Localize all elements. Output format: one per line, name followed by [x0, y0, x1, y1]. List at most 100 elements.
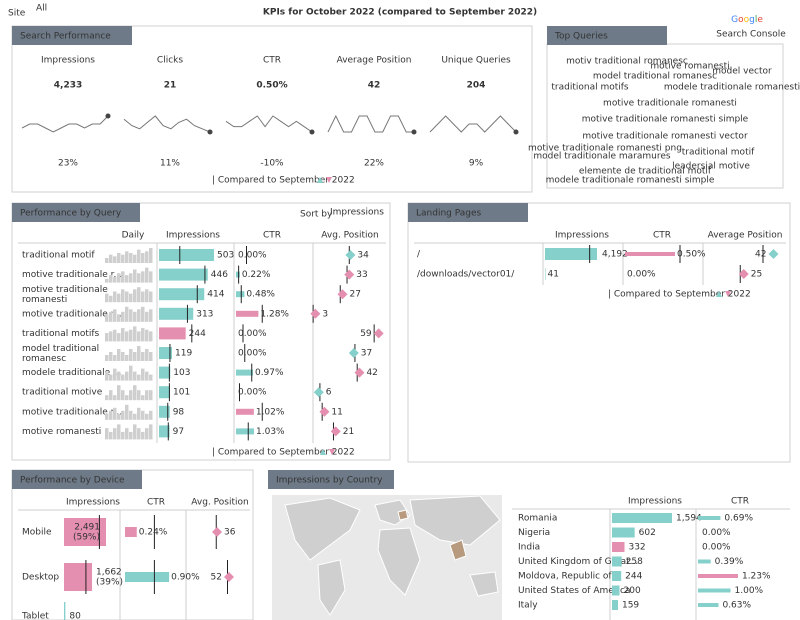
ctr-label: 0.00%	[702, 528, 731, 538]
query-word: traditional motifs	[551, 83, 629, 93]
position-label: 11	[331, 407, 342, 417]
ctr-label: 0.00%	[238, 251, 267, 261]
ctr-bar	[698, 516, 721, 520]
daily-bar	[137, 374, 141, 381]
daily-bar	[141, 410, 145, 420]
impressions-bar	[612, 513, 672, 523]
daily-bar	[105, 293, 109, 303]
ctr-label: 0.63%	[722, 601, 751, 611]
daily-bar	[145, 413, 149, 420]
impressions-bar	[159, 405, 170, 418]
impressions-bar	[159, 268, 208, 281]
impressions-label: 159	[622, 601, 639, 611]
triangle-icon	[725, 291, 731, 297]
daily-bar	[125, 291, 129, 303]
position-marker	[313, 387, 324, 398]
daily-bar	[113, 395, 117, 401]
map-highlight	[449, 539, 467, 561]
daily-bar	[105, 333, 109, 342]
impressions-bar	[159, 366, 171, 379]
daily-bar	[141, 352, 145, 361]
metric-value: 0.50%	[256, 81, 287, 91]
daily-bar	[133, 326, 137, 342]
ctr-label: 1.23%	[742, 572, 771, 582]
ctr-label: 0.97%	[255, 368, 284, 378]
sort-value[interactable]: Impressions	[330, 208, 384, 218]
daily-bar	[121, 431, 125, 440]
column-header: Avg. Position	[321, 231, 378, 241]
panel	[11, 202, 391, 461]
daily-bar	[117, 385, 121, 401]
map-land	[284, 497, 361, 561]
logo: Google	[731, 15, 763, 25]
query-label: motive traditionale r...	[22, 309, 122, 319]
position-label: 21	[343, 427, 354, 437]
impressions-label: 98	[173, 407, 185, 417]
daily-bar	[125, 395, 129, 401]
impressions-label: 1,662	[96, 568, 122, 578]
ctr-label: 0.00%	[238, 329, 267, 339]
query-word: leadersial motive	[672, 162, 750, 172]
ctr-label: 0.00%	[702, 543, 731, 553]
map-land	[409, 495, 501, 546]
impressions-bar	[545, 248, 597, 260]
daily-bar	[117, 253, 121, 263]
column-header: Impressions	[628, 497, 682, 507]
daily-bar	[149, 424, 153, 440]
daily-bar	[117, 371, 121, 381]
sort-label: Sort by	[300, 210, 333, 220]
position-label: 33	[356, 270, 367, 280]
daily-bar	[113, 309, 117, 322]
daily-bar	[129, 431, 133, 440]
impressions-bar	[545, 268, 546, 280]
triangle-icon	[716, 291, 722, 297]
position-label: 25	[751, 270, 762, 280]
impressions-label: 258	[626, 557, 643, 567]
metric-name: Average Position	[337, 56, 412, 66]
daily-bar	[117, 424, 121, 440]
panel	[407, 202, 791, 463]
panel-title: Performance by Query	[20, 209, 122, 219]
ctr-label: 1.28%	[260, 309, 289, 319]
daily-bar	[117, 314, 121, 322]
daily-bar	[133, 371, 137, 381]
impressions-label: 332	[628, 543, 645, 553]
page-label: /downloads/vector01/	[417, 270, 515, 280]
metric-change: 23%	[58, 159, 78, 169]
metric-name: Unique Queries	[441, 56, 511, 66]
ctr-label: 1.00%	[735, 586, 764, 596]
daily-bar	[105, 395, 109, 401]
daily-bar	[105, 258, 109, 263]
panel-tab	[12, 470, 142, 489]
daily-bar	[113, 355, 117, 361]
impressions-bar	[612, 527, 635, 538]
query-word: model traditional romanesc	[593, 72, 717, 82]
daily-bar	[145, 428, 149, 440]
daily-bar	[141, 395, 145, 401]
position-marker	[768, 249, 779, 259]
daily-bar	[109, 331, 113, 342]
position-marker	[224, 572, 234, 582]
ctr-bar	[698, 559, 711, 564]
daily-bar	[117, 273, 121, 283]
daily-bar	[125, 251, 129, 263]
sparkline	[429, 115, 517, 133]
metric-value: 42	[368, 81, 381, 91]
impressions-bar	[159, 386, 171, 399]
daily-bar	[137, 428, 141, 440]
ctr-label: 0.50%	[677, 250, 706, 260]
daily-bar	[141, 291, 145, 303]
column-header: Daily	[122, 231, 145, 241]
impressions-label: 503	[217, 251, 234, 261]
position-label: 34	[357, 251, 369, 261]
ctr-label: 1.02%	[256, 407, 285, 417]
daily-bar	[117, 413, 121, 420]
query-label: motive traditionale r...	[22, 270, 122, 280]
position-marker	[354, 367, 365, 378]
ctr-label: 0.90%	[171, 573, 200, 583]
metric-value: 4,233	[54, 81, 82, 91]
daily-bar	[125, 404, 129, 420]
position-marker	[310, 308, 321, 319]
daily-bar	[113, 256, 117, 263]
